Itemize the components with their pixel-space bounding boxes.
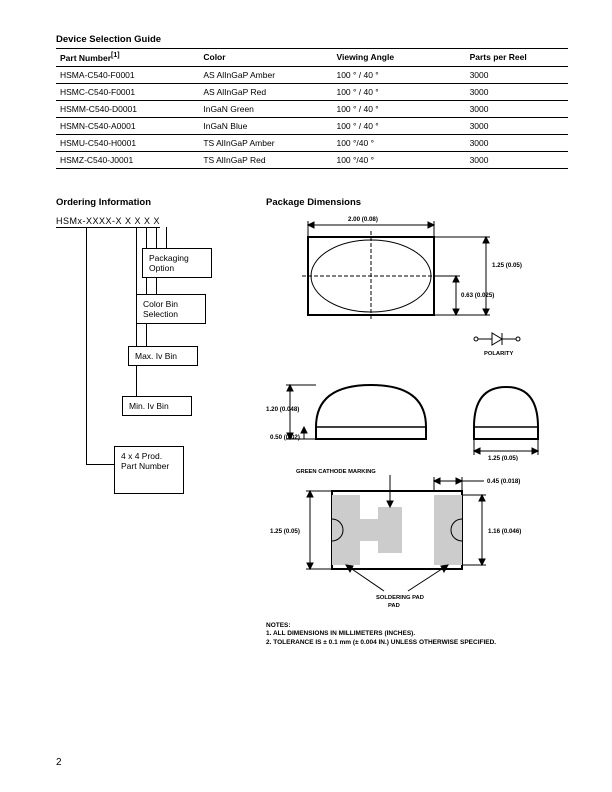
table-cell: 3000	[466, 100, 568, 117]
polarity-label: POLARITY	[484, 351, 513, 357]
notes-block: NOTES: 1. ALL DIMENSIONS IN MILLIMETERS …	[266, 622, 568, 647]
ordering-box: Packaging Option	[142, 248, 212, 278]
pkg-bottom-view: GREEN CATHODE MARKING 0.45 (0.018) 1.25 …	[266, 461, 566, 616]
table-cell: HSMM-C540-D0001	[56, 100, 199, 117]
solder-label2: PAD	[388, 603, 400, 609]
table-cell: 3000	[466, 83, 568, 100]
page-number: 2	[56, 757, 62, 768]
polarity-symbol: POLARITY	[266, 331, 566, 361]
table-cell: 100 °/40 °	[332, 134, 465, 151]
table-row: HSMA-C540-F0001AS AlInGaP Amber100 ° / 4…	[56, 66, 568, 83]
device-selection-table: Part Number[1] Color Viewing Angle Parts…	[56, 48, 568, 169]
table-cell: AS AlInGaP Amber	[199, 66, 332, 83]
table-cell: 100 °/40 °	[332, 151, 465, 168]
table-row: HSMU-C540-H0001TS AlInGaP Amber100 °/40 …	[56, 134, 568, 151]
table-cell: InGaN Blue	[199, 117, 332, 134]
table-cell: HSMU-C540-H0001	[56, 134, 199, 151]
ordering-title: Ordering Information	[56, 197, 236, 208]
th-reel: Parts per Reel	[466, 49, 568, 67]
th-angle: Viewing Angle	[332, 49, 465, 67]
dim-side-base: 0.50 (0.02)	[270, 434, 300, 441]
table-cell: HSMZ-C540-J0001	[56, 151, 199, 168]
table-cell: HSMA-C540-F0001	[56, 66, 199, 83]
ordering-code: HSMx-XXXX-X X X X X	[56, 216, 160, 228]
lead-line	[86, 227, 87, 464]
table-cell: 3000	[466, 151, 568, 168]
dim-side-h: 1.20 (0.048)	[266, 406, 299, 413]
notes-heading: NOTES:	[266, 622, 568, 630]
th-color: Color	[199, 49, 332, 67]
pkg-top-view: 2.00 (0.08) 1.25 (0.05) 0.63 (0.025)	[266, 211, 566, 331]
table-cell: InGaN Green	[199, 100, 332, 117]
table-cell: HSMN-C540-A0001	[56, 117, 199, 134]
dim-pad-w: 0.45 (0.018)	[487, 478, 520, 485]
table-cell: HSMC-C540-F0001	[56, 83, 199, 100]
lead-line	[146, 227, 147, 356]
table-cell: 100 ° / 40 °	[332, 100, 465, 117]
th-partnum: Part Number	[60, 53, 111, 63]
lead-line	[86, 464, 114, 465]
table-cell: TS AlInGaP Red	[199, 151, 332, 168]
table-cell: 3000	[466, 117, 568, 134]
table-row: HSMC-C540-F0001AS AlInGaP Red100 ° / 40 …	[56, 83, 568, 100]
dim-pad-h: 1.16 (0.046)	[488, 528, 521, 535]
table-cell: 3000	[466, 66, 568, 83]
ordering-diagram: HSMx-XXXX-X X X X X Packaging Option Colo…	[56, 216, 236, 576]
table-cell: 100 ° / 40 °	[332, 117, 465, 134]
pkg-side-views: 1.20 (0.048) 0.50 (0.02) 1.25 (0.05)	[266, 361, 566, 461]
ordering-box: Min. Iv Bin	[122, 396, 192, 416]
guide-title: Device Selection Guide	[56, 34, 568, 45]
dim-end-w: 1.25 (0.05)	[488, 455, 518, 461]
dim-top-h: 1.25 (0.05)	[492, 262, 522, 269]
dim-bottom-h: 1.25 (0.05)	[270, 528, 300, 535]
dim-top-w: 2.00 (0.08)	[348, 216, 378, 223]
note-2: 2. TOLERANCE IS ± 0.1 mm (± 0.004 IN.) U…	[266, 639, 568, 647]
table-row: HSMM-C540-D0001InGaN Green100 ° / 40 °30…	[56, 100, 568, 117]
table-cell: 100 ° / 40 °	[332, 83, 465, 100]
table-cell: AS AlInGaP Red	[199, 83, 332, 100]
table-cell: 3000	[466, 134, 568, 151]
table-row: HSMN-C540-A0001InGaN Blue100 ° / 40 °300…	[56, 117, 568, 134]
ordering-box: 4 x 4 Prod. Part Number	[114, 446, 184, 494]
ordering-box: Color Bin Selection	[136, 294, 206, 324]
table-row: HSMZ-C540-J0001TS AlInGaP Red100 °/40 °3…	[56, 151, 568, 168]
package-title: Package Dimensions	[266, 197, 568, 208]
cathode-label: GREEN CATHODE MARKING	[296, 469, 376, 475]
table-cell: TS AlInGaP Amber	[199, 134, 332, 151]
table-cell: 100 ° / 40 °	[332, 66, 465, 83]
solder-label: SOLDERING PAD	[376, 595, 424, 601]
note-1: 1. ALL DIMENSIONS IN MILLIMETERS (INCHES…	[266, 630, 568, 638]
dim-top-half: 0.63 (0.025)	[461, 292, 494, 299]
th-note: [1]	[111, 52, 120, 59]
ordering-box: Max. Iv Bin	[128, 346, 198, 366]
